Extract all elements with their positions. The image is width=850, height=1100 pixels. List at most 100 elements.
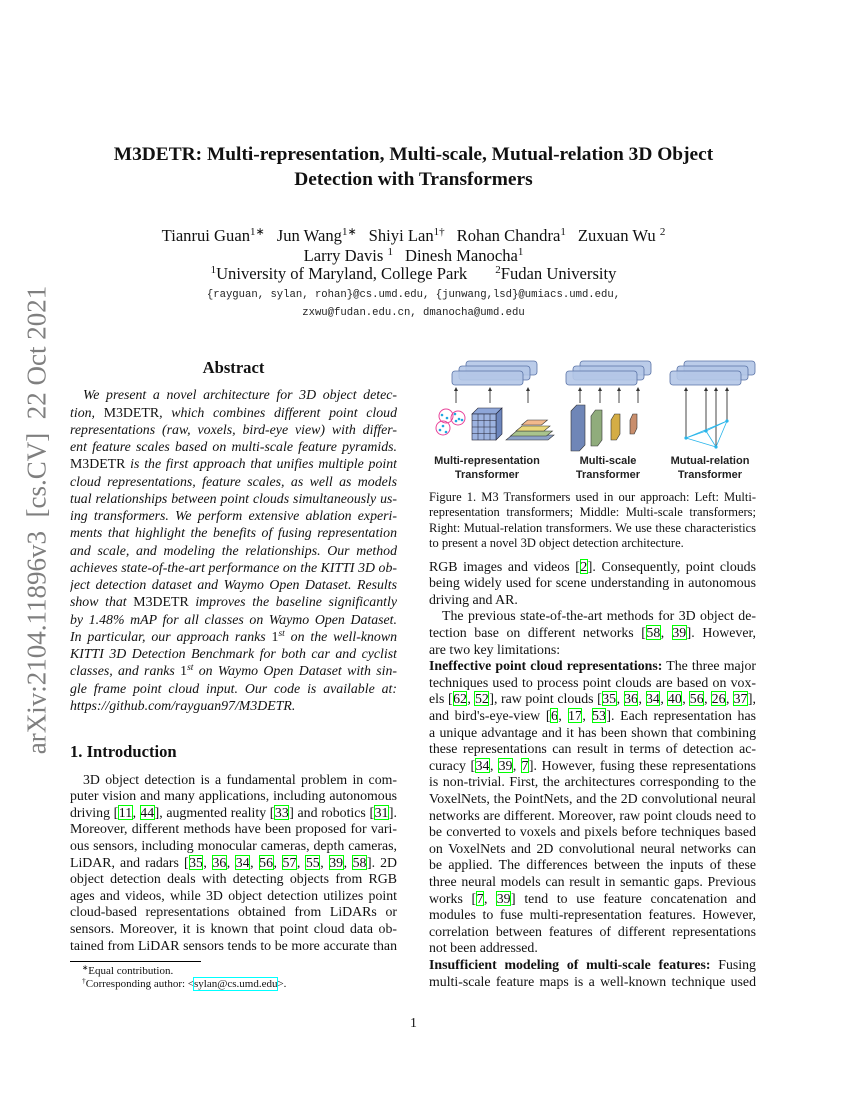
text-line: KITTI 3D Detection Benchmark for both ca… <box>70 646 397 662</box>
citation-link[interactable]: 52 <box>474 691 490 707</box>
citation-link[interactable]: 58 <box>352 854 367 870</box>
citation-link[interactable]: 58 <box>645 625 661 641</box>
footnote-text: Equal contribution. <box>88 964 174 977</box>
abstract-heading: Abstract <box>202 358 265 377</box>
emails-line-2: zxwu@fudan.edu.cn, dmanocha@umd.edu <box>302 307 525 319</box>
citation-link[interactable]: 39 <box>496 890 512 906</box>
citation-link[interactable]: 17 <box>567 708 583 724</box>
text-line: achieves state-of-the-art performance on… <box>70 559 397 575</box>
paragraph-lead: Ineffective point cloud representations: <box>429 658 663 674</box>
text-line: be applied. The differences between the … <box>429 857 756 873</box>
arrow-head <box>704 387 708 391</box>
citation-link[interactable]: 37 <box>733 691 748 707</box>
citation-link[interactable]: 62 <box>452 691 468 707</box>
text-line: els [62, 52], raw point clouds [35, 36, … <box>429 691 756 707</box>
citation-link[interactable]: 7 <box>521 757 529 773</box>
citation-link[interactable]: 2 <box>579 558 588 574</box>
citation-link[interactable]: 56 <box>258 854 274 870</box>
citation-link[interactable]: 34 <box>235 854 251 870</box>
text-line: correlation between features of differen… <box>429 923 756 939</box>
text-line: not been addressed. <box>429 940 538 956</box>
citation-link[interactable]: 36 <box>623 691 639 707</box>
text-line: representations (raw, voxels, bird-eye v… <box>70 421 397 437</box>
citation-link[interactable]: 39 <box>328 854 344 870</box>
citation-link[interactable]: 57 <box>282 854 297 870</box>
text-line: by 1.48% mAP for all classes on Waymo Op… <box>70 611 397 627</box>
author-name: Shiyi Lan <box>368 225 434 245</box>
citation-link[interactable]: 31 <box>374 804 389 820</box>
text-line: 3D object detection is a fundamental pro… <box>83 771 397 787</box>
text-line: Right: Mutual-relation transformers. We … <box>429 520 756 535</box>
feature-map <box>570 404 586 452</box>
arrow-head <box>578 387 582 391</box>
citation-link[interactable]: 35 <box>188 854 204 870</box>
citation-link[interactable]: 40 <box>667 691 683 707</box>
author-name: Rohan Chandra <box>456 225 561 245</box>
citation-link[interactable]: 44 <box>139 804 155 820</box>
citation-link[interactable]: 55 <box>305 854 321 870</box>
citation-link[interactable]: 26 <box>711 691 727 707</box>
affiliation-mark: 1 <box>387 245 393 258</box>
text-line: VoxelNets, the PointNets, and the 2D con… <box>429 791 756 806</box>
citation-link[interactable]: 11 <box>118 804 133 820</box>
arrow-head <box>684 387 688 391</box>
text-line: LiDAR, and radars [35, 36, 34, 56, 57, 5… <box>70 854 397 870</box>
author-name: Dinesh Manocha <box>404 245 518 265</box>
text-line: Figure 1. M3 Transformers used in our ap… <box>429 490 756 504</box>
styled-text: 1 <box>180 663 188 679</box>
text-line: driving [11, 44], augmented reality [33]… <box>70 804 397 820</box>
text-line: modules to fuse multi-representation fea… <box>429 907 756 923</box>
voxel-grid-icon <box>471 407 503 441</box>
text-line: is non-trivial. First, the architectures… <box>429 774 756 790</box>
text-line: being widely used for scene understandin… <box>429 575 756 591</box>
footnote-corresponding: †Corresponding author: <sylan@cs.umd.edu… <box>82 976 286 991</box>
citation-link[interactable]: 39 <box>498 757 513 773</box>
text-line: object detection deals with detecting ob… <box>70 871 397 887</box>
citation-link[interactable]: 34 <box>645 691 661 707</box>
figure-label: Mutual-relation <box>671 455 750 467</box>
point <box>460 418 464 422</box>
citation-link[interactable]: 39 <box>671 625 687 641</box>
text-line: Moreover, different methods have been pr… <box>70 821 397 837</box>
feature-map <box>610 413 621 441</box>
paragraph-lead: Insufficient modeling of multi-scale fea… <box>429 956 711 972</box>
citation-link[interactable]: 56 <box>689 691 705 707</box>
author: Shiyi Lan1† <box>369 226 445 245</box>
text-line: RGB images and videos [2]. Consequently,… <box>429 558 756 574</box>
citation-link[interactable]: 34 <box>475 757 490 773</box>
affiliation-mark: 1 <box>210 263 217 276</box>
footnote-text: Corresponding author: < <box>85 977 194 990</box>
citation-link[interactable]: 35 <box>601 691 617 707</box>
text-line: ject detection dataset and Waymo Open Da… <box>70 577 397 593</box>
text-line: works [7, 39] tend to use feature concat… <box>429 890 756 906</box>
figure-label: Transformer <box>678 469 743 480</box>
text-line: three neural models can result in semant… <box>429 873 756 889</box>
authors-line-1: Tianrui Guan1∗ Jun Wang1∗ Shiyi Lan1† Rohan… <box>60 226 767 245</box>
citation-link[interactable]: 53 <box>591 708 607 724</box>
citation-link[interactable]: 6 <box>550 708 559 724</box>
citation-link[interactable]: 36 <box>211 854 227 870</box>
citation-link[interactable]: 33 <box>274 804 290 820</box>
arrows <box>454 387 729 447</box>
text-line: ing transformers. We perform extensive a… <box>70 508 397 524</box>
text-line: curacy [34, 39, 7]. However, fusing thes… <box>429 757 756 773</box>
arrow-head <box>636 387 640 391</box>
affiliation-name: University of Maryland, College Park <box>216 263 468 283</box>
text-line: We present a novel architecture for 3D o… <box>83 387 397 403</box>
page-number: 1 <box>410 1015 417 1030</box>
text-line: In particular, our approach ranks 1st on… <box>70 628 397 644</box>
text-line: show that M3DETR improves the baseline s… <box>70 594 397 610</box>
text-line: ages and videos, while 3D object detecti… <box>70 887 397 903</box>
affiliation-mark: 1 <box>517 245 524 258</box>
arrow-head <box>454 387 458 391</box>
text-line: techniques used to process point clouds … <box>429 674 756 690</box>
text-line: be converted to voxels and pixels before… <box>429 824 756 840</box>
text-line: ments that highlight the benefits of fus… <box>70 525 397 541</box>
graph-node <box>725 419 729 423</box>
affiliation-mark: 2 <box>659 225 666 238</box>
styled-text: M3DETR <box>103 404 160 420</box>
citation-link[interactable]: 7 <box>476 890 485 906</box>
right-column-body: RGB images and videos [2]. Consequently,… <box>429 558 756 990</box>
graph-edge <box>715 420 728 448</box>
email-link[interactable]: sylan@cs.umd.edu <box>192 976 279 991</box>
